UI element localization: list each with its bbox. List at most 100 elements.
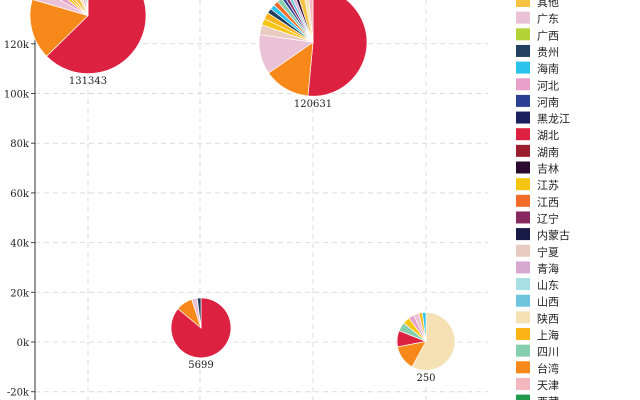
y-tick-label: 0k (17, 338, 30, 349)
legend-item[interactable]: 上海 (516, 328, 559, 342)
legend-swatch (516, 44, 530, 57)
legend-item[interactable]: 西藏 (516, 394, 559, 400)
legend-swatch (516, 0, 530, 7)
pie-slice (29, 0, 89, 57)
legend-item[interactable]: 辽宁 (516, 211, 559, 225)
legend-swatch (516, 228, 530, 241)
pie-slice (282, 0, 314, 43)
y-tick-label: 80k (10, 139, 30, 150)
legend-item[interactable]: 天津 (516, 377, 559, 392)
legend-item[interactable]: 河南 (516, 94, 559, 109)
legend-swatch (516, 61, 530, 74)
legend-item[interactable]: 其他 (516, 0, 559, 9)
legend-label: 上海 (537, 328, 559, 342)
legend-label: 青海 (537, 261, 559, 275)
legend-item[interactable]: 江苏 (516, 178, 559, 192)
data-label: 120631 (294, 99, 332, 110)
legend: 其他广东广西贵州海南河北河南黑龙江湖北湖南吉林江苏江西辽宁内蒙古宁夏青海山东山西… (516, 0, 570, 400)
pie-bubble[interactable]: 250 (396, 312, 456, 384)
legend-item[interactable]: 内蒙古 (516, 228, 570, 242)
pie-slice (411, 312, 456, 371)
pie-bubbles: 131343 120631 5699 250 (29, 0, 456, 384)
legend-label: 山西 (537, 296, 559, 309)
legend-label: 吉林 (537, 162, 559, 176)
legend-swatch (516, 344, 530, 357)
pie-bubble[interactable]: 5699 (170, 297, 232, 371)
legend-swatch (516, 361, 530, 374)
pie-slice (79, 0, 89, 16)
legend-label: 贵州 (537, 46, 559, 59)
legend-item[interactable]: 山东 (516, 278, 559, 292)
legend-label: 湖北 (537, 129, 559, 142)
pie-slice (74, 0, 89, 16)
legend-item[interactable]: 四川 (516, 344, 559, 359)
legend-item[interactable]: 山西 (516, 294, 559, 309)
pie-slice (277, 0, 314, 43)
legend-swatch (516, 78, 530, 91)
pie-slice (196, 297, 202, 328)
y-tick-label: 20k (10, 288, 30, 299)
legend-item[interactable]: 青海 (516, 261, 559, 275)
legend-swatch (516, 394, 530, 400)
y-tick-label: 40k (10, 239, 30, 250)
data-label: 131343 (69, 76, 107, 87)
legend-label: 其他 (537, 0, 559, 9)
legend-item[interactable]: 广西 (516, 28, 559, 42)
legend-label: 天津 (537, 379, 559, 392)
legend-swatch (516, 244, 530, 257)
pie-slice (33, 0, 89, 16)
y-tick-label: 100k (4, 90, 30, 101)
pie-bubble[interactable]: 120631 (258, 0, 368, 110)
legend-label: 台湾 (537, 361, 559, 375)
legend-swatch (516, 144, 530, 157)
legend-swatch (516, 311, 530, 324)
legend-item[interactable]: 台湾 (516, 361, 559, 375)
legend-swatch (516, 94, 530, 107)
legend-label: 湖南 (537, 146, 559, 159)
pie-bubble[interactable]: 131343 (29, 0, 147, 87)
legend-item[interactable]: 陕西 (516, 311, 559, 325)
pie-slice (67, 0, 89, 16)
pie-slice (296, 0, 314, 43)
data-label: 250 (416, 373, 435, 384)
legend-item[interactable]: 广东 (516, 11, 559, 26)
legend-item[interactable]: 宁夏 (516, 244, 559, 259)
legend-label: 河南 (537, 96, 559, 109)
legend-label: 西藏 (537, 396, 559, 400)
legend-label: 陕西 (537, 311, 559, 325)
legend-label: 河北 (537, 79, 559, 92)
legend-swatch (516, 211, 530, 224)
legend-item[interactable]: 河北 (516, 78, 559, 92)
legend-item[interactable]: 湖北 (516, 128, 559, 142)
legend-label: 海南 (537, 62, 559, 76)
legend-swatch (516, 28, 530, 41)
y-tick-label: 60k (10, 189, 30, 200)
legend-swatch (516, 111, 530, 124)
legend-label: 广西 (537, 29, 559, 42)
pie-slice (71, 0, 89, 16)
legend-label: 江西 (537, 196, 559, 209)
legend-item[interactable]: 吉林 (516, 161, 559, 176)
legend-label: 广东 (537, 13, 559, 26)
y-axis: -20k 0k 20k 40k 60k 80k 100k 120k (4, 0, 36, 400)
legend-item[interactable]: 黑龙江 (516, 111, 570, 126)
legend-swatch (516, 194, 530, 207)
y-tick-label: 120k (4, 40, 30, 51)
legend-label: 辽宁 (537, 211, 559, 225)
pie-slice (307, 0, 368, 97)
legend-item[interactable]: 贵州 (516, 44, 559, 59)
legend-swatch (516, 294, 530, 307)
pie-slice (46, 0, 147, 74)
legend-swatch (516, 328, 530, 340)
legend-label: 山东 (537, 279, 559, 292)
legend-label: 内蒙古 (537, 228, 570, 242)
legend-swatch (516, 11, 530, 24)
legend-item[interactable]: 湖南 (516, 144, 559, 159)
legend-label: 江苏 (537, 179, 559, 192)
pie-slice (308, 0, 314, 43)
legend-label: 宁夏 (537, 245, 559, 259)
pie-slice (299, 0, 314, 43)
legend-item[interactable]: 江西 (516, 194, 559, 209)
legend-item[interactable]: 海南 (516, 61, 559, 76)
